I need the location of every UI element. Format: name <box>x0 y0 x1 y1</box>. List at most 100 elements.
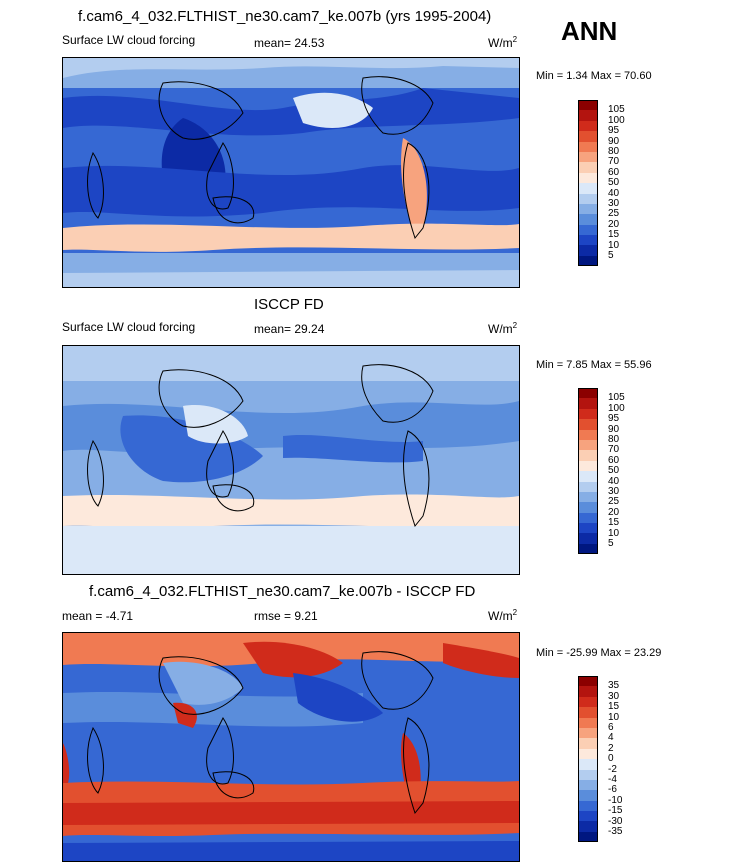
colorbar-swatch <box>578 162 598 173</box>
panel3-units: W/m2 <box>488 608 518 623</box>
colorbar-tick-label: 100 <box>608 402 625 414</box>
colorbar-swatch <box>578 707 598 718</box>
colorbar-tick-label: 70 <box>608 444 620 456</box>
season-label: ANN <box>561 16 618 46</box>
colorbar-swatch <box>578 193 598 204</box>
colorbar-swatch <box>578 676 598 687</box>
colorbar-swatch <box>578 738 598 749</box>
panel3-title: f.cam6_4_032.FLTHIST_ne30.cam7_ke.007b -… <box>89 583 476 600</box>
colorbar-tick-label: 30 <box>608 690 620 702</box>
colorbar-swatch <box>578 439 598 451</box>
panel3-map <box>62 632 520 862</box>
colorbar-swatch <box>578 183 598 194</box>
colorbar-swatch <box>578 686 598 697</box>
panel1-colorbar <box>578 100 598 267</box>
colorbar-tick-label: 10 <box>608 711 620 723</box>
panel2-title: ISCCP FD <box>254 296 324 313</box>
panel3-mean-label: mean = -4.71 <box>62 609 134 623</box>
colorbar-tick-label: 10 <box>608 239 620 251</box>
colorbar-tick-label: 70 <box>608 156 620 168</box>
colorbar-swatch <box>578 717 598 728</box>
colorbar-swatch <box>578 110 598 121</box>
colorbar-swatch <box>578 533 598 544</box>
panel1-variable-label: Surface LW cloud forcing <box>62 33 196 47</box>
colorbar-swatch <box>578 172 598 184</box>
colorbar-swatch <box>578 151 598 163</box>
colorbar-tick-label: 5 <box>608 538 614 549</box>
colorbar-tick-label: -30 <box>608 815 623 827</box>
colorbar-swatch <box>578 141 598 152</box>
colorbar-swatch <box>578 779 598 791</box>
colorbar-swatch <box>578 398 598 409</box>
panel2-mean-label: mean= 29.24 <box>254 322 325 336</box>
colorbar-swatch <box>578 800 598 812</box>
colorbar-swatch <box>578 235 598 246</box>
colorbar-swatch <box>578 120 598 132</box>
panel3-rmse-label: rmse = 9.21 <box>254 609 318 623</box>
colorbar-tick-label: 6 <box>608 722 614 733</box>
colorbar-swatch <box>578 821 598 832</box>
colorbar-swatch <box>578 471 598 482</box>
colorbar-tick-label: -4 <box>608 774 617 785</box>
colorbar-swatch <box>578 769 598 780</box>
panel1-units: W/m2 <box>488 35 518 50</box>
colorbar-swatch <box>578 429 598 440</box>
panel2-map <box>62 345 520 575</box>
panel2-units: W/m2 <box>488 321 518 336</box>
colorbar-tick-label: 35 <box>608 680 620 692</box>
colorbar-tick-label: -6 <box>608 784 617 796</box>
colorbar-tick-label: 95 <box>608 413 620 425</box>
colorbar-swatch <box>578 388 598 399</box>
panel1-map-svg <box>63 58 519 287</box>
panel2-map-svg <box>63 346 519 574</box>
panel2-variable-label: Surface LW cloud forcing <box>62 320 196 334</box>
colorbar-tick-label: -10 <box>608 794 623 806</box>
colorbar-tick-label: 4 <box>608 732 614 744</box>
colorbar-swatch <box>578 790 598 801</box>
colorbar-tick-label: -35 <box>608 826 623 837</box>
colorbar-tick-label: 10 <box>608 527 620 539</box>
colorbar-tick-label: -15 <box>608 805 623 817</box>
colorbar-tick-label: 20 <box>608 218 620 230</box>
colorbar-tick-label: 105 <box>608 104 625 116</box>
colorbar-swatch <box>578 224 598 236</box>
colorbar-tick-label: 40 <box>608 187 620 199</box>
colorbar-tick-label: 60 <box>608 454 620 466</box>
colorbar-tick-label: 30 <box>608 198 620 209</box>
panel3-map-svg <box>63 633 519 861</box>
colorbar-tick-label: 50 <box>608 465 620 477</box>
colorbar-swatch <box>578 491 598 503</box>
panel1-minmax: Min = 1.34 Max = 70.60 <box>536 70 652 82</box>
colorbar-tick-label: 15 <box>608 701 620 713</box>
colorbar-tick-label: 90 <box>608 135 620 147</box>
panel3-minmax: Min = -25.99 Max = 23.29 <box>536 647 662 659</box>
colorbar-swatch <box>578 543 598 555</box>
colorbar-swatch <box>578 245 598 256</box>
panel1-title: f.cam6_4_032.FLTHIST_ne30.cam7_ke.007b (… <box>78 8 492 25</box>
colorbar-tick-label: 90 <box>608 423 620 435</box>
colorbar-swatch <box>578 811 598 822</box>
colorbar-tick-label: 105 <box>608 392 625 404</box>
colorbar-tick-label: 15 <box>608 229 620 241</box>
colorbar-tick-label: 95 <box>608 125 620 137</box>
colorbar-swatch <box>578 727 598 739</box>
colorbar-tick-label: 5 <box>608 250 614 261</box>
colorbar-tick-label: 80 <box>608 434 620 445</box>
panel3-colorbar <box>578 676 598 843</box>
panel2-colorbar <box>578 388 598 555</box>
colorbar-tick-label: -2 <box>608 763 617 775</box>
colorbar-tick-label: 15 <box>608 517 620 529</box>
colorbar-swatch <box>578 512 598 524</box>
colorbar-swatch <box>578 759 598 770</box>
colorbar-tick-label: 2 <box>608 742 614 754</box>
colorbar-tick-label: 25 <box>608 496 620 508</box>
panel1-map <box>62 57 520 288</box>
colorbar-swatch <box>578 255 598 267</box>
colorbar-swatch <box>578 100 598 111</box>
colorbar-swatch <box>578 748 598 760</box>
colorbar-swatch <box>578 481 598 492</box>
colorbar-tick-label: 60 <box>608 166 620 178</box>
colorbar-tick-label: 80 <box>608 146 620 157</box>
colorbar-swatch <box>578 450 598 461</box>
colorbar-swatch <box>578 419 598 430</box>
